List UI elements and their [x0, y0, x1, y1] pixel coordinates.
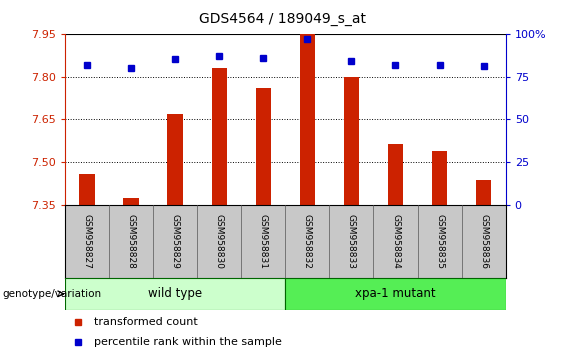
Text: GSM958831: GSM958831: [259, 214, 268, 269]
Bar: [123, 198, 139, 205]
Bar: [432, 151, 447, 205]
Text: wild type: wild type: [148, 287, 202, 300]
Text: GSM958835: GSM958835: [435, 214, 444, 269]
Bar: [211, 68, 227, 205]
Text: GSM958830: GSM958830: [215, 214, 224, 269]
Bar: [79, 174, 95, 205]
Bar: [476, 179, 492, 205]
Text: GSM958836: GSM958836: [479, 214, 488, 269]
Text: GSM958828: GSM958828: [127, 214, 136, 269]
Bar: [344, 76, 359, 205]
Text: xpa-1 mutant: xpa-1 mutant: [355, 287, 436, 300]
Bar: [285, 278, 506, 310]
Text: GSM958832: GSM958832: [303, 214, 312, 269]
Text: genotype/variation: genotype/variation: [3, 289, 102, 299]
Bar: [255, 88, 271, 205]
Text: GSM958829: GSM958829: [171, 214, 180, 269]
Bar: [65, 278, 285, 310]
Text: GSM958834: GSM958834: [391, 214, 400, 269]
Text: transformed count: transformed count: [94, 317, 197, 327]
Text: GSM958827: GSM958827: [82, 214, 92, 269]
Bar: [167, 114, 183, 205]
Text: percentile rank within the sample: percentile rank within the sample: [94, 337, 281, 347]
Text: GDS4564 / 189049_s_at: GDS4564 / 189049_s_at: [199, 12, 366, 27]
Bar: [388, 144, 403, 205]
Text: GSM958833: GSM958833: [347, 214, 356, 269]
Bar: [299, 34, 315, 205]
